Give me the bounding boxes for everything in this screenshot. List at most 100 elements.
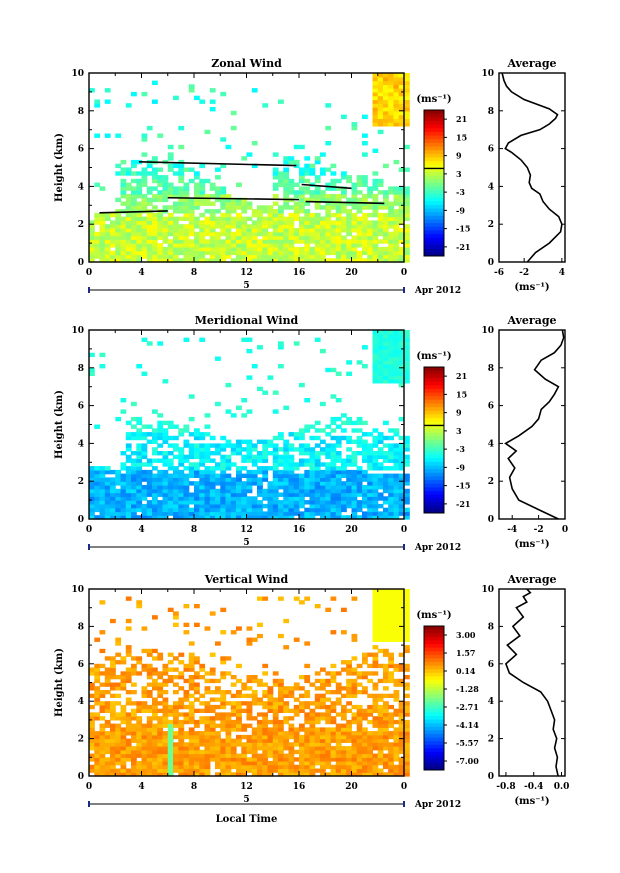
heatmap-cell: [299, 708, 305, 713]
heatmap-cell: [241, 701, 248, 706]
heatmap-cell: [236, 738, 242, 743]
heatmap-cell: [377, 596, 384, 601]
heatmap-cell: [194, 481, 200, 486]
heatmap-cell: [262, 772, 269, 777]
heatmap-cell: [309, 716, 316, 721]
heatmap-cell: [220, 246, 227, 252]
heatmap-cell: [404, 144, 410, 150]
heatmap-cell: [162, 757, 169, 762]
heatmap-cell: [131, 761, 137, 766]
heatmap-cell: [367, 678, 373, 684]
heatmap-cell: [372, 194, 379, 199]
heatmap-cell: [351, 731, 358, 736]
heatmap-cell: [362, 731, 368, 736]
heatmap-cell: [183, 511, 190, 516]
heatmap-cell: [178, 224, 185, 229]
heatmap-cell: [367, 719, 373, 725]
heatmap-cell: [152, 708, 158, 713]
heatmap-cell: [372, 473, 379, 478]
heatmap-cell: [283, 772, 290, 777]
heatmap-cell: [351, 239, 358, 244]
heatmap-cell: [309, 727, 316, 732]
heatmap-cell: [351, 693, 358, 698]
heatmap-cell: [89, 492, 95, 497]
heatmap-cell: [230, 742, 237, 747]
heatmap-cell: [267, 496, 274, 501]
heatmap-cell: [199, 254, 206, 259]
heatmap-cell: [257, 250, 263, 256]
heatmap-cell: [362, 182, 368, 187]
heatmap-cell: [362, 216, 368, 221]
heatmap-cell: [215, 704, 221, 710]
heatmap-cell: [314, 742, 321, 747]
heatmap-cell: [388, 243, 394, 248]
heatmap-cell: [372, 656, 379, 661]
heatmap-cell: [246, 712, 253, 717]
heatmap-cell: [325, 738, 332, 743]
heatmap-cell: [230, 496, 237, 501]
heatmap-cell: [314, 212, 321, 218]
heatmap-cell: [398, 216, 405, 221]
heatmap-cell: [325, 466, 332, 471]
heatmap-cell: [362, 364, 368, 369]
heatmap-cell: [167, 458, 174, 463]
heatmap-cell: [283, 159, 290, 165]
heatmap-cell: [141, 231, 148, 237]
heatmap-cell: [120, 488, 127, 494]
heatmap-cell: [125, 716, 132, 721]
heatmap-cell: [89, 500, 95, 505]
heatmap-cell: [367, 757, 373, 762]
heatmap-cell: [209, 678, 216, 684]
heatmap-cell: [398, 201, 405, 206]
heatmap-cell: [293, 749, 300, 755]
heatmap-cell: [377, 375, 384, 380]
heatmap-cell: [362, 757, 368, 762]
heatmap-cell: [335, 488, 342, 494]
heatmap-cell: [398, 667, 405, 672]
heatmap-cell: [131, 190, 137, 195]
heatmap-cell: [115, 731, 122, 736]
heatmap-cell: [335, 492, 342, 497]
heatmap-cell: [388, 626, 394, 631]
heatmap-cell: [241, 507, 248, 513]
heatmap-cell: [288, 246, 295, 252]
heatmap-cell: [104, 477, 111, 482]
heatmap-cell: [304, 753, 311, 758]
heatmap-cell: [220, 137, 227, 142]
heatmap-cell: [188, 231, 195, 237]
heatmap-cell: [215, 194, 221, 199]
heatmap-cell: [173, 228, 179, 233]
heatmap-cell: [393, 633, 400, 639]
heatmap-cell: [288, 216, 295, 221]
heatmap-cell: [293, 708, 300, 713]
heatmap-cell: [346, 477, 352, 482]
heatmap-cell: [309, 167, 316, 172]
heatmap-cell: [383, 772, 389, 777]
heatmap-cell: [120, 678, 127, 684]
heatmap-cell: [194, 443, 200, 448]
heatmap-cell: [325, 205, 332, 210]
heatmap-cell: [157, 507, 164, 513]
heatmap-cell: [146, 757, 153, 762]
heatmap-cell: [388, 371, 394, 376]
heatmap-cell: [246, 243, 253, 248]
heatmap-cell: [404, 749, 410, 755]
heatmap-cell: [325, 678, 332, 684]
heatmap-cell: [104, 761, 111, 766]
heatmap-cell: [404, 201, 410, 206]
heatmap-cell: [309, 220, 316, 225]
profile-y-tick-label: 6: [488, 402, 494, 412]
heatmap-cell: [304, 451, 311, 456]
heatmap-cell: [157, 458, 164, 463]
heatmap-cell: [404, 246, 410, 252]
colorbar-step: [424, 124, 444, 129]
colorbar-tick-label: -1.28: [456, 684, 479, 694]
heatmap-cell: [236, 693, 242, 698]
heatmap-cell: [262, 477, 269, 482]
heatmap-cell: [299, 220, 305, 225]
heatmap-cell: [120, 243, 127, 248]
heatmap-cell: [325, 235, 332, 240]
heatmap-cell: [204, 704, 211, 710]
heatmap-cell: [351, 503, 358, 509]
heatmap-cell: [136, 753, 143, 758]
